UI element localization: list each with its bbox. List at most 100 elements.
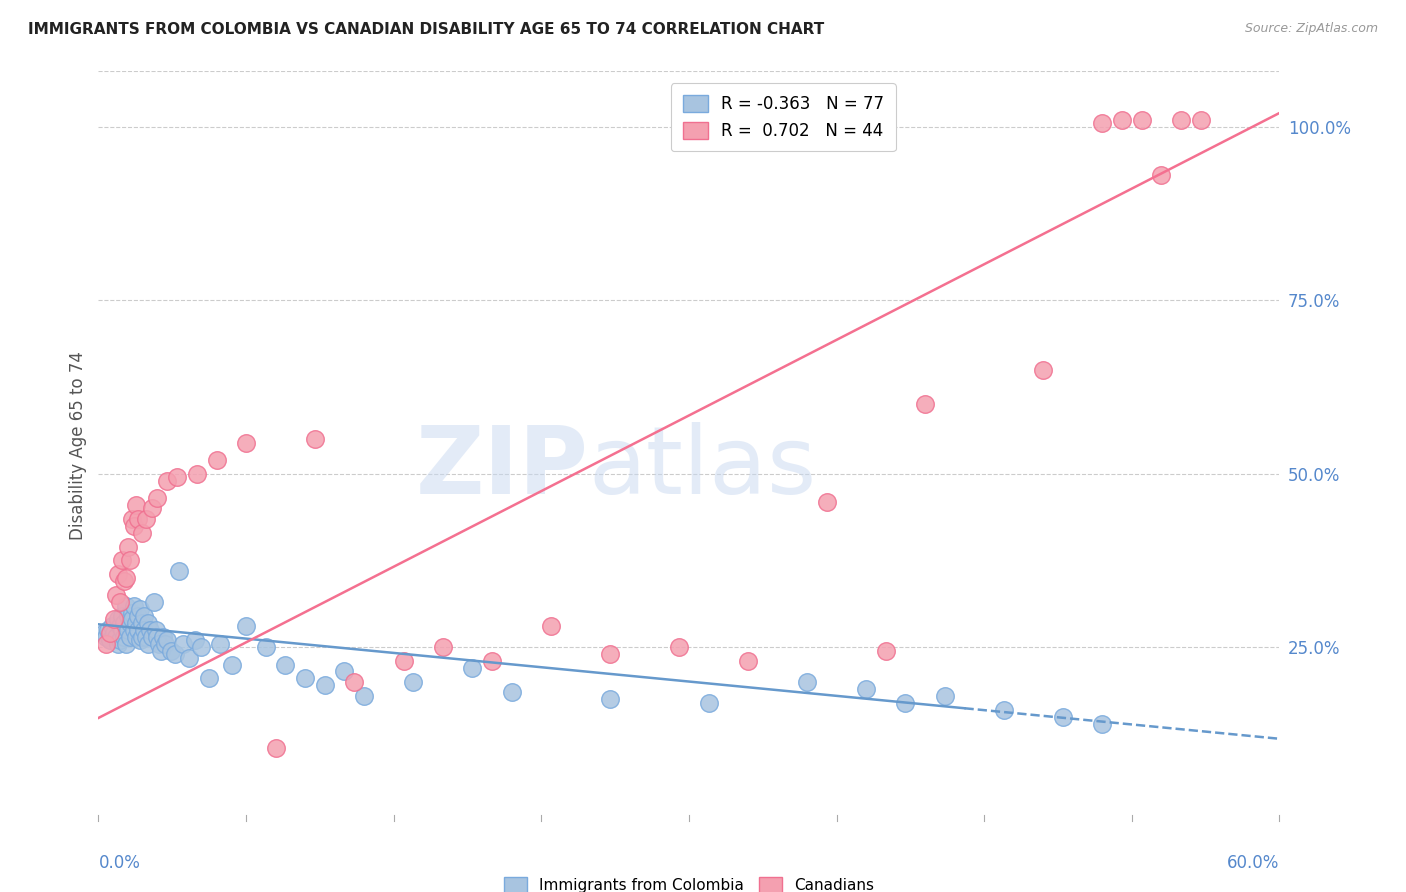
Point: [117, 609, 139, 624]
Point: [103, 626, 125, 640]
Point: [697, 696, 720, 710]
Point: [118, 630, 141, 644]
Point: [107, 567, 129, 582]
Point: [294, 672, 316, 686]
Point: [136, 615, 159, 630]
Point: [894, 696, 917, 710]
Point: [127, 623, 149, 637]
Point: [108, 595, 131, 609]
Point: [737, 654, 759, 668]
Point: [132, 609, 155, 624]
Point: [112, 574, 135, 589]
Point: [125, 615, 148, 630]
Point: [131, 630, 153, 644]
Point: [127, 512, 149, 526]
Point: [156, 474, 179, 488]
Point: [186, 467, 208, 481]
Point: [167, 564, 190, 578]
Point: [254, 640, 277, 655]
Point: [540, 619, 562, 633]
Point: [121, 606, 143, 620]
Point: [105, 630, 128, 644]
Point: [461, 661, 484, 675]
Point: [402, 674, 425, 689]
Point: [1091, 716, 1114, 731]
Point: [132, 623, 155, 637]
Point: [135, 630, 157, 644]
Point: [122, 518, 145, 533]
Point: [141, 501, 163, 516]
Text: ZIP: ZIP: [416, 423, 589, 515]
Point: [264, 740, 287, 755]
Point: [934, 689, 956, 703]
Point: [112, 615, 135, 630]
Point: [108, 619, 131, 633]
Point: [121, 612, 143, 626]
Point: [343, 674, 366, 689]
Point: [668, 640, 690, 655]
Point: [98, 633, 121, 648]
Legend: Immigrants from Colombia, Canadians: Immigrants from Colombia, Canadians: [496, 870, 882, 892]
Point: [172, 637, 194, 651]
Point: [1111, 112, 1133, 127]
Point: [118, 553, 141, 567]
Point: [815, 494, 838, 508]
Point: [235, 435, 257, 450]
Point: [155, 637, 177, 651]
Point: [197, 672, 219, 686]
Point: [148, 637, 170, 651]
Point: [107, 612, 129, 626]
Point: [138, 623, 160, 637]
Point: [107, 637, 129, 651]
Point: [111, 553, 134, 567]
Point: [115, 637, 138, 651]
Point: [432, 640, 454, 655]
Point: [152, 630, 174, 644]
Point: [1032, 362, 1054, 376]
Point: [146, 491, 169, 505]
Point: [160, 643, 183, 657]
Point: [96, 637, 118, 651]
Point: [392, 654, 415, 668]
Point: [1189, 112, 1212, 127]
Point: [136, 637, 159, 651]
Point: [101, 619, 124, 633]
Point: [127, 609, 149, 624]
Y-axis label: Disability Age 65 to 74: Disability Age 65 to 74: [69, 351, 87, 541]
Point: [131, 615, 153, 630]
Point: [855, 681, 877, 696]
Point: [1052, 709, 1074, 723]
Point: [98, 626, 121, 640]
Point: [128, 633, 150, 648]
Point: [105, 588, 128, 602]
Point: [117, 623, 139, 637]
Point: [115, 599, 138, 613]
Point: [501, 685, 523, 699]
Text: IMMIGRANTS FROM COLOMBIA VS CANADIAN DISABILITY AGE 65 TO 74 CORRELATION CHART: IMMIGRANTS FROM COLOMBIA VS CANADIAN DIS…: [28, 22, 824, 37]
Point: [141, 630, 163, 644]
Point: [274, 657, 297, 672]
Point: [117, 540, 139, 554]
Point: [314, 678, 336, 692]
Point: [142, 595, 165, 609]
Point: [599, 692, 621, 706]
Point: [125, 498, 148, 512]
Point: [96, 630, 118, 644]
Text: atlas: atlas: [589, 423, 817, 515]
Point: [128, 602, 150, 616]
Point: [156, 633, 179, 648]
Point: [1130, 112, 1153, 127]
Point: [304, 432, 326, 446]
Point: [177, 650, 200, 665]
Point: [333, 665, 356, 679]
Point: [1150, 169, 1173, 183]
Text: 0.0%: 0.0%: [98, 855, 141, 872]
Point: [135, 512, 157, 526]
Point: [481, 654, 503, 668]
Point: [122, 599, 145, 613]
Point: [993, 703, 1015, 717]
Point: [1170, 112, 1192, 127]
Point: [599, 647, 621, 661]
Point: [111, 609, 134, 624]
Text: Source: ZipAtlas.com: Source: ZipAtlas.com: [1244, 22, 1378, 36]
